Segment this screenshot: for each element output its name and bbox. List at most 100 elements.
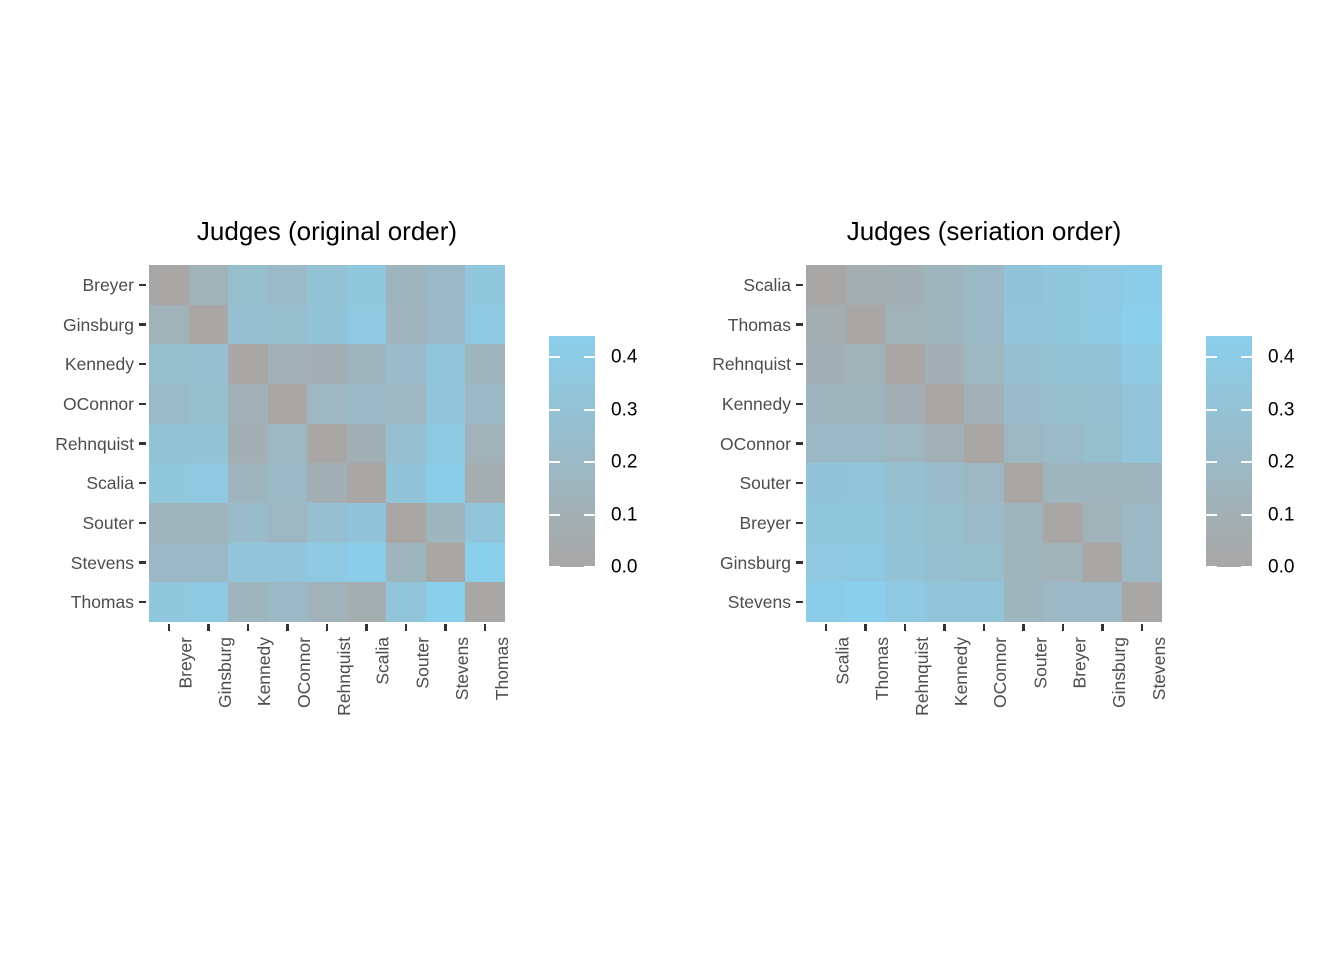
heatmap-cell <box>1043 384 1083 424</box>
y-axis-tick <box>796 521 803 525</box>
heatmap-cell <box>885 265 925 305</box>
heatmap-cell <box>1082 463 1123 503</box>
x-axis-tick <box>1101 624 1104 631</box>
heatmap-cell <box>964 344 1004 384</box>
heatmap-cell <box>964 423 1004 464</box>
heatmap-cell <box>924 423 965 464</box>
heatmap-cell <box>964 582 1004 622</box>
y-axis-label: Thomas <box>727 314 791 335</box>
heatmap-cell <box>806 423 846 464</box>
heatmap-cell <box>346 582 387 622</box>
heatmap-cell <box>346 463 387 503</box>
y-axis-label: Kennedy <box>64 354 134 375</box>
legend-tick-mark <box>584 356 595 358</box>
heatmap-cell <box>307 463 347 503</box>
legend-gradient-bar <box>1206 336 1252 567</box>
legend-tick-mark <box>1206 461 1217 463</box>
legend-tick-mark <box>1241 461 1252 463</box>
legend-tick-mark <box>584 513 595 516</box>
heatmap-cell <box>267 463 308 503</box>
heatmap-cell <box>964 265 1004 305</box>
y-axis-tick <box>139 402 146 406</box>
heatmap-cell <box>188 304 229 345</box>
heatmap-cell <box>964 503 1004 543</box>
x-axis-tick <box>824 624 828 631</box>
heatmap-cell <box>465 503 505 543</box>
legend-tick-label: 0.1 <box>611 504 638 525</box>
heatmap-cell <box>885 463 925 503</box>
heatmap-cell <box>845 344 886 384</box>
heatmap-cell <box>806 542 846 583</box>
legend-tick-mark <box>1206 566 1217 568</box>
heatmap-cell <box>1043 582 1083 622</box>
x-axis-label: Scalia <box>832 637 853 685</box>
heatmap-cell <box>465 423 505 464</box>
heatmap-cell <box>806 582 846 622</box>
heatmap-cell <box>228 304 268 345</box>
x-axis-label: Kennedy <box>950 637 971 707</box>
heatmap-cell <box>386 304 426 345</box>
heatmap-cell <box>307 384 347 424</box>
x-axis-tick <box>864 624 867 631</box>
legend-gradient-bar <box>549 336 595 567</box>
heatmap-cell <box>806 384 846 424</box>
heatmap-cell <box>149 582 189 622</box>
heatmap-cell <box>386 384 426 424</box>
heatmap-cell <box>806 304 846 345</box>
legend-tick-mark <box>549 408 560 411</box>
x-axis-tick <box>325 624 329 631</box>
y-axis-label: Scalia <box>86 473 134 494</box>
heatmap-cell <box>885 304 925 345</box>
heatmap-cell <box>149 384 189 424</box>
heatmap-cell <box>346 304 387 345</box>
legend-tick-mark <box>549 461 560 463</box>
x-axis-tick <box>444 624 447 631</box>
heatmap-cell <box>1122 542 1162 583</box>
y-axis-label: Scalia <box>743 274 791 295</box>
heatmap-cell <box>1003 582 1044 622</box>
heatmap-cell <box>149 542 189 583</box>
heatmap-cell <box>465 582 505 622</box>
heatmap-cell <box>806 265 846 305</box>
legend-tick-mark <box>584 566 595 568</box>
heatmap-cell <box>845 423 886 464</box>
x-axis-label: Souter <box>1030 637 1051 689</box>
heatmap-cell <box>1003 384 1044 424</box>
heatmap-cell <box>806 344 846 384</box>
legend-tick-label: 0.3 <box>611 399 638 420</box>
x-axis-tick <box>365 624 368 631</box>
x-axis-tick <box>1140 624 1144 631</box>
heatmap-cell <box>188 503 229 543</box>
legend-tick-mark <box>1241 408 1252 411</box>
y-axis-label: OConnor <box>719 433 791 454</box>
heatmap-cell <box>924 503 965 543</box>
heatmap-cell <box>267 384 308 424</box>
y-axis-label: OConnor <box>62 393 134 414</box>
heatmap-cell <box>465 265 505 305</box>
heatmap-cell <box>188 344 229 384</box>
y-axis-label: Breyer <box>82 274 134 295</box>
heatmap-cell <box>1003 542 1044 583</box>
heatmap-cell <box>425 265 466 305</box>
heatmap-cell <box>188 423 229 464</box>
heatmap-cell <box>149 423 189 464</box>
heatmap-cell <box>465 344 505 384</box>
heatmap-cell <box>845 542 886 583</box>
legend-tick-label: 0.0 <box>1268 556 1295 578</box>
heatmap-cell <box>1003 304 1044 345</box>
heatmap-cell <box>964 304 1004 345</box>
heatmap-cell <box>885 344 925 384</box>
heatmap-cell <box>228 582 268 622</box>
y-axis-tick <box>796 600 803 604</box>
heatmap-cell <box>924 304 965 345</box>
y-axis-tick <box>796 561 803 564</box>
legend-tick-mark <box>1206 356 1217 358</box>
heatmap-cell <box>346 423 387 464</box>
heatmap-cell <box>425 503 466 543</box>
heatmap-cell <box>228 542 268 583</box>
heatmap-cell <box>806 503 846 543</box>
heatmap-cell <box>1082 384 1123 424</box>
heatmap-cell <box>924 384 965 424</box>
